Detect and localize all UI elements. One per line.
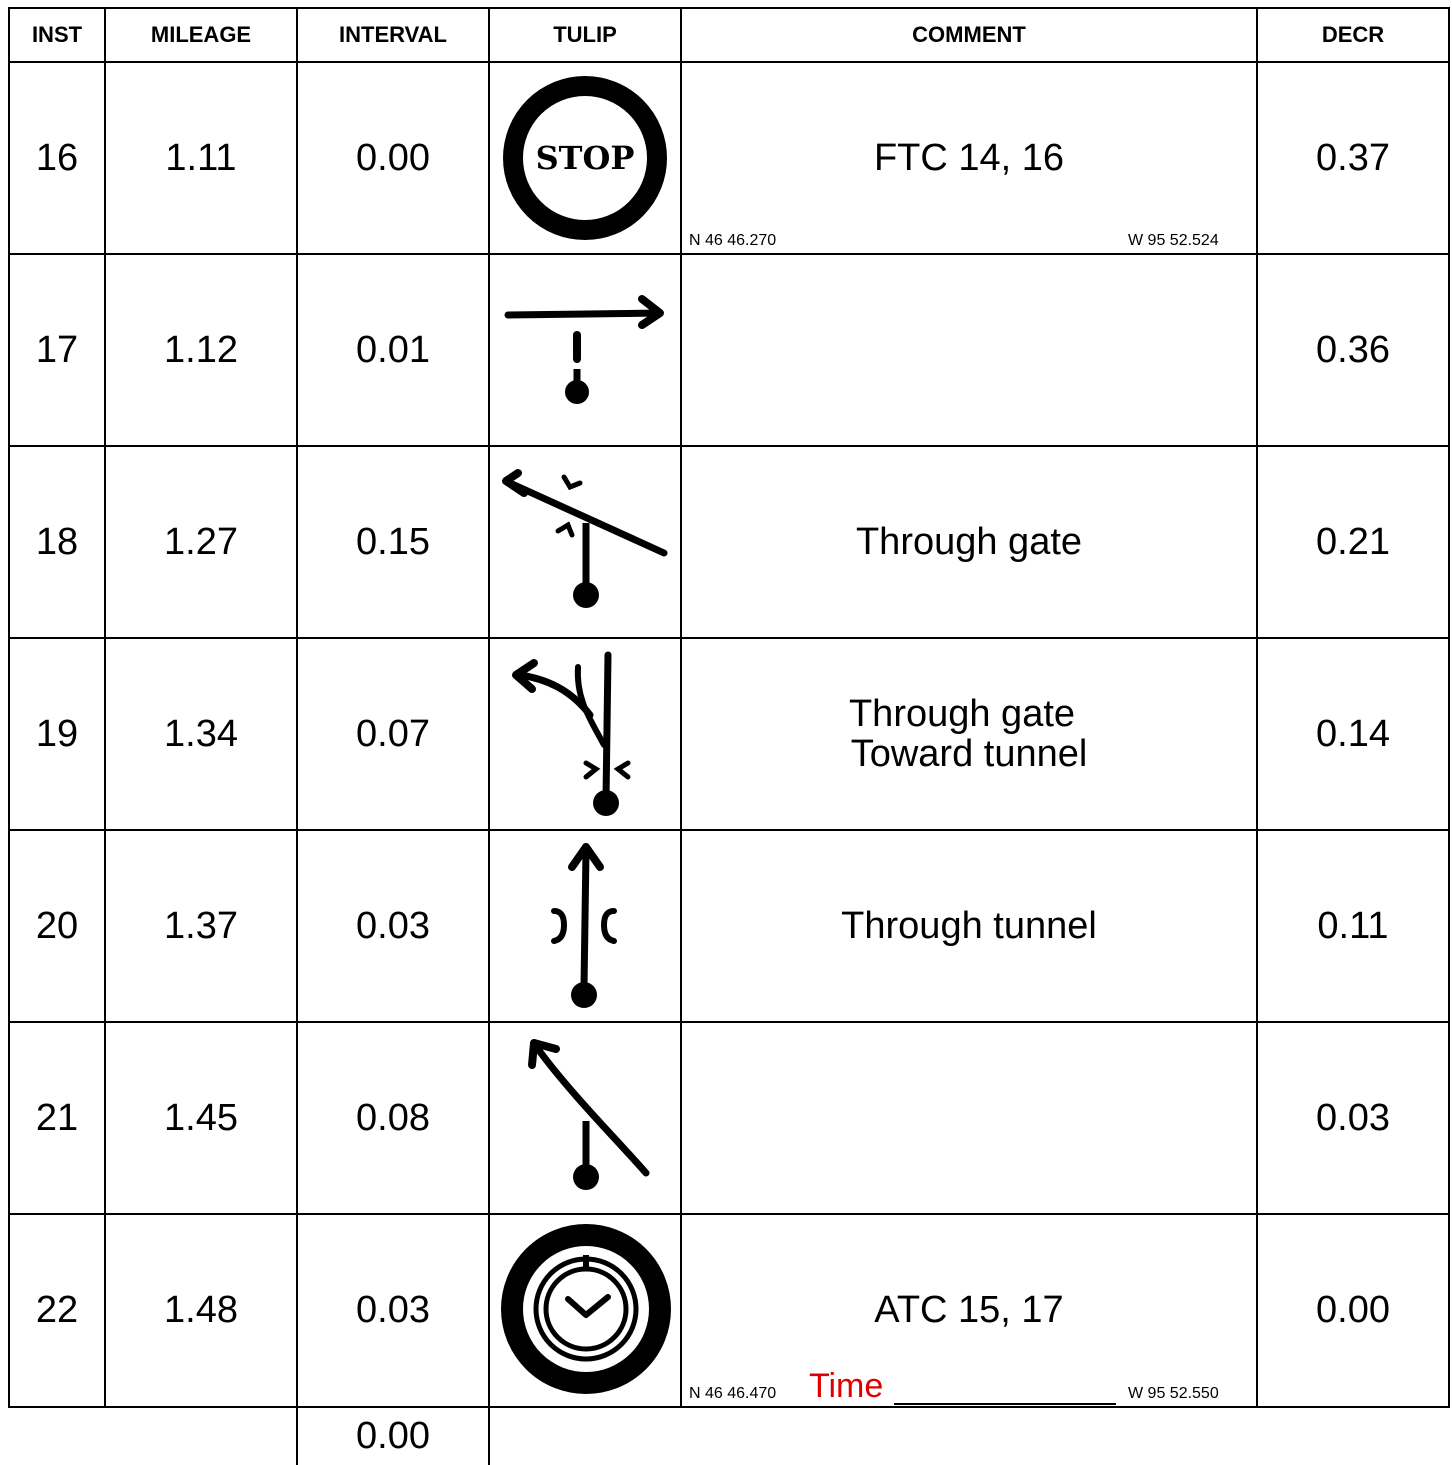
interval-cell: 0.07 xyxy=(356,712,430,755)
comment-line: Through gate xyxy=(848,693,1076,735)
mileage-cell: 1.11 xyxy=(165,136,237,179)
mileage-cell: 1.45 xyxy=(164,1096,238,1139)
grid-col-divider xyxy=(1256,7,1258,1408)
comment-block: Through gate Toward tunnel xyxy=(682,639,1256,829)
turn-right-t-intersection-icon xyxy=(504,295,664,404)
bear-left-through-gate-icon xyxy=(502,469,668,608)
grid-row-divider xyxy=(8,1021,1450,1023)
grid-col-divider xyxy=(680,7,682,1408)
mileage-cell: 1.34 xyxy=(164,712,238,755)
interval-cell: 0.00 xyxy=(356,136,430,179)
grid-header-divider xyxy=(8,61,1450,63)
grid-col-divider xyxy=(8,7,10,1408)
fork-left-through-gate-icon xyxy=(512,651,631,816)
header-comment: COMMENT xyxy=(912,22,1026,47)
mileage-cell: 1.27 xyxy=(164,520,238,563)
mileage-cell: 1.37 xyxy=(164,904,238,947)
footer-interval: 0.00 xyxy=(356,1415,430,1457)
inst-cell: 17 xyxy=(35,328,79,371)
grid-row-divider xyxy=(8,1213,1450,1215)
header-mileage: MILEAGE xyxy=(150,22,252,47)
grid-top-border xyxy=(8,7,1450,9)
grid-col-divider xyxy=(296,7,298,1465)
decr-cell: 0.14 xyxy=(1316,712,1390,755)
time-blank-line[interactable] xyxy=(894,1403,1116,1405)
inst-cell: 21 xyxy=(35,1096,79,1139)
grid-row-divider xyxy=(8,829,1450,831)
time-label: Time xyxy=(809,1367,884,1405)
grid-row-divider xyxy=(8,637,1450,639)
grid-col-divider xyxy=(488,7,490,1465)
comment-text: FTC 14, 16 xyxy=(873,137,1065,179)
header-interval: INTERVAL xyxy=(339,22,447,47)
interval-cell: 0.03 xyxy=(356,1289,430,1331)
grid-row-divider xyxy=(8,445,1450,447)
straight-through-tunnel-icon xyxy=(551,843,617,1008)
inst-cell: 20 xyxy=(35,904,79,947)
decr-cell: 0.03 xyxy=(1316,1096,1390,1139)
coord-west: W 95 52.550 xyxy=(1128,1385,1219,1402)
time-control-clock-icon xyxy=(501,1224,671,1394)
interval-cell: 0.03 xyxy=(356,904,430,947)
interval-cell: 0.01 xyxy=(356,328,430,371)
grid-row-divider xyxy=(8,253,1450,255)
comment-line: Toward tunnel xyxy=(850,733,1088,775)
decr-cell: 0.21 xyxy=(1316,520,1390,563)
comment-text: Through gate xyxy=(855,521,1083,563)
stop-sign-icon: STOP xyxy=(503,76,667,240)
svg-text:STOP: STOP xyxy=(536,139,635,177)
header-inst: INST xyxy=(31,22,83,47)
comment-text: ATC 15, 17 xyxy=(874,1289,1064,1331)
grid-col-divider xyxy=(104,7,106,1408)
mileage-cell: 1.12 xyxy=(164,328,238,371)
interval-cell: 0.08 xyxy=(356,1096,430,1139)
header-tulip: TULIP xyxy=(553,22,617,47)
interval-cell: 0.15 xyxy=(356,520,430,563)
header-decr: DECR xyxy=(1321,22,1385,47)
grid-bottom-border xyxy=(8,1406,1450,1408)
decr-cell: 0.00 xyxy=(1316,1289,1390,1331)
inst-cell: 19 xyxy=(35,712,79,755)
decr-cell: 0.11 xyxy=(1317,904,1389,947)
comment-text: Through tunnel xyxy=(841,905,1097,947)
inst-cell: 18 xyxy=(35,520,79,563)
coord-north: N 46 46.270 xyxy=(689,232,777,249)
inst-cell: 16 xyxy=(35,136,79,179)
grid-col-divider xyxy=(1448,7,1450,1408)
mileage-cell: 1.48 xyxy=(164,1289,238,1331)
coord-west: W 95 52.524 xyxy=(1128,232,1219,249)
coord-north: N 46 46.470 xyxy=(689,1385,777,1402)
inst-cell: 22 xyxy=(35,1289,79,1331)
bear-left-icon xyxy=(528,1039,650,1190)
decr-cell: 0.37 xyxy=(1316,136,1390,179)
decr-cell: 0.36 xyxy=(1316,328,1390,371)
